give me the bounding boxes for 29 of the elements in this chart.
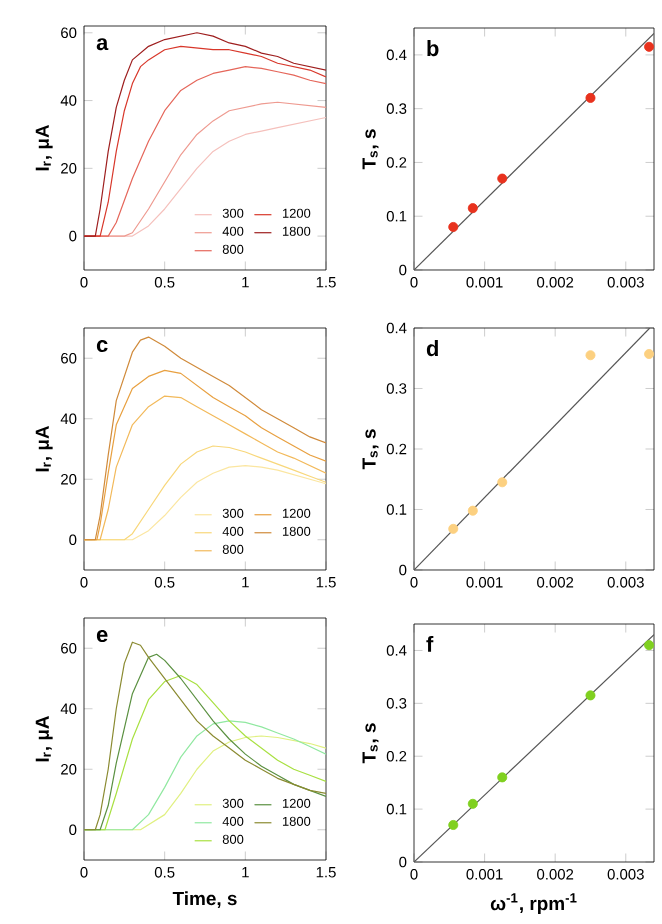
annotation: c bbox=[96, 340, 108, 353]
point bbox=[585, 92, 596, 103]
point bbox=[585, 690, 596, 701]
annotation: f bbox=[426, 635, 434, 652]
point bbox=[448, 523, 459, 534]
annotation: b bbox=[427, 40, 439, 57]
y-axis-title: T$_{s}$, s bbox=[362, 723, 379, 764]
point bbox=[644, 349, 655, 359]
x-axis-title: ω$^{-1}$, rpm$^{-1}$ bbox=[490, 893, 577, 914]
point bbox=[497, 477, 508, 488]
annotation: d bbox=[426, 340, 438, 357]
x-axis-title: Time, s bbox=[172, 891, 237, 908]
point bbox=[467, 798, 478, 809]
annotation: a bbox=[96, 38, 109, 51]
y-axis-title: I$_{r}$, μA bbox=[35, 715, 53, 762]
y-axis-title: I$_{r}$, μA bbox=[35, 425, 53, 472]
point bbox=[448, 820, 459, 830]
point bbox=[497, 772, 508, 783]
y-axis-title: I$_{r}$, μA bbox=[35, 124, 53, 171]
point bbox=[467, 203, 478, 214]
y-axis-title: T$_{s}$, s bbox=[362, 129, 379, 170]
point bbox=[467, 505, 478, 516]
point bbox=[585, 350, 596, 361]
point bbox=[644, 41, 655, 52]
point bbox=[644, 640, 655, 651]
annotation: e bbox=[96, 630, 108, 643]
point bbox=[497, 173, 508, 184]
y-axis-title: T$_{s}$, s bbox=[362, 429, 379, 470]
point bbox=[448, 221, 459, 232]
